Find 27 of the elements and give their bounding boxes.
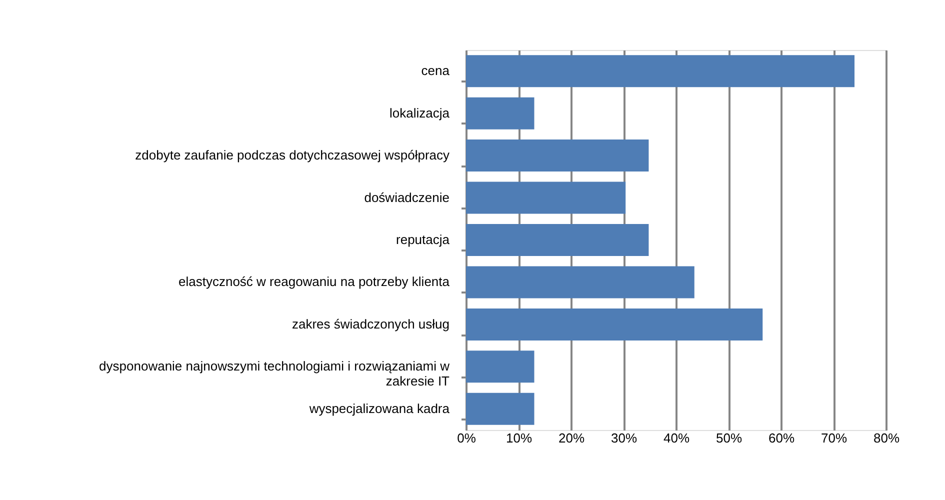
bar: [466, 55, 854, 88]
bar: [466, 350, 534, 383]
bar: [466, 182, 626, 214]
bar: [466, 266, 694, 298]
x-tick-label: 0%: [457, 430, 476, 446]
x-tick-label: 30%: [610, 430, 638, 446]
y-tick-label: cena: [421, 63, 450, 78]
bar: [466, 140, 649, 172]
y-tick-label: zdobyte zaufanie podczas dotychczasowej współpracy: [135, 148, 450, 163]
bar: [466, 392, 534, 425]
y-tick-label: doświadczenie: [364, 190, 450, 205]
x-tick-label: 40%: [663, 430, 690, 446]
bar: [466, 224, 649, 256]
y-tick-label: dysponowanie najnowszymi technologiami i rozwiązaniami w zakresie IT: [99, 358, 450, 389]
y-tick-label: reputacja: [396, 232, 450, 247]
bar: [466, 97, 534, 130]
x-tick-label: 10%: [506, 430, 532, 446]
x-tick-label: 50%: [716, 430, 742, 446]
y-tick-label: zakres świadczonych usług: [292, 316, 450, 332]
x-tick-label: 20%: [558, 430, 585, 446]
y-tick-label: lokalizacja: [390, 105, 450, 120]
x-tick-label: 80%: [873, 430, 900, 446]
x-tick-label: 60%: [768, 430, 795, 446]
x-tick-label: 70%: [820, 430, 848, 446]
y-tick-label: elastyczność w reagowaniu na potrzeby klienta: [178, 274, 450, 290]
bar: [466, 308, 763, 340]
y-tick-label: wyspecjalizowana kadra: [308, 400, 450, 416]
